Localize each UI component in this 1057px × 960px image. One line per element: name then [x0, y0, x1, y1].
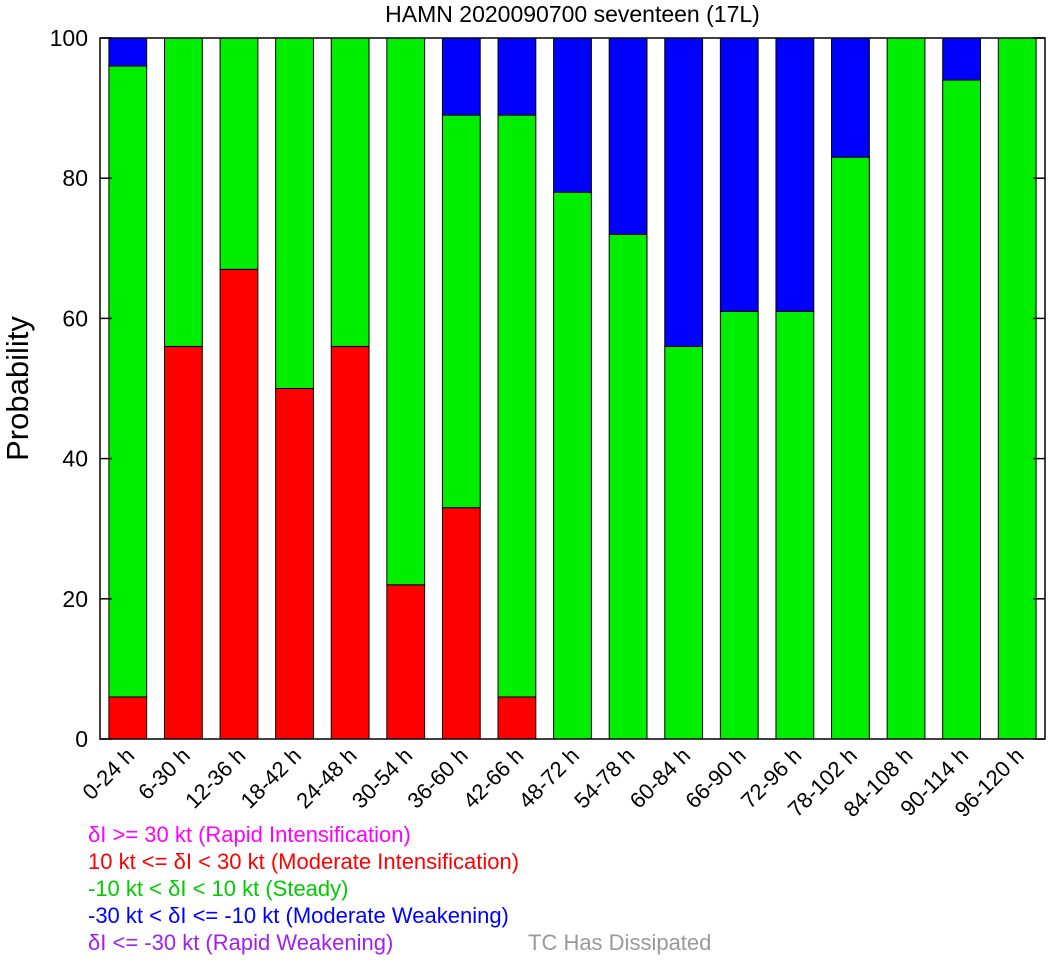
bar-steady-13: [831, 156, 870, 740]
y-tick-label: 20: [62, 586, 88, 612]
y-tick-label: 80: [62, 165, 88, 191]
bar-moderate_intensification-5: [386, 584, 426, 740]
y-tick-label: 100: [50, 25, 88, 51]
bar-moderate_weakening-6: [441, 37, 481, 116]
bar-moderate_intensification-1: [163, 345, 203, 740]
bar-moderate_intensification-6: [441, 507, 481, 740]
bar-steady-0: [108, 65, 148, 698]
bar-steady-7: [497, 114, 537, 698]
bar-moderate_intensification-4: [330, 345, 370, 740]
bar-moderate_weakening-12: [775, 37, 815, 312]
legend-moderate-weakening: -30 kt < δI <= -10 kt (Moderate Weakenin…: [88, 903, 509, 928]
bar-steady-16: [997, 37, 1037, 740]
y-tick-label: 0: [75, 726, 88, 752]
x-tick-label: 24-48 h: [291, 743, 361, 813]
bar-steady-12: [775, 310, 815, 740]
x-tick-label: 18-42 h: [236, 743, 306, 813]
y-tick-label: 60: [62, 305, 88, 331]
bar-moderate_weakening-9: [608, 37, 648, 235]
x-tick-label: 36-60 h: [402, 743, 472, 813]
bar-moderate_weakening-15: [942, 37, 982, 81]
bar-moderate_weakening-7: [497, 37, 537, 116]
bar-moderate_weakening-11: [719, 37, 759, 312]
x-tick-label: 0-24 h: [78, 743, 140, 805]
legend-rapid-intensification: δI >= 30 kt (Rapid Intensification): [88, 822, 411, 847]
bar-moderate_intensification-7: [497, 696, 537, 740]
bar-steady-3: [275, 37, 314, 389]
bar-steady-6: [441, 114, 481, 509]
plot-frame: [99, 37, 1046, 740]
x-tick-label: 30-54 h: [347, 743, 417, 813]
x-tick-label: 66-90 h: [680, 743, 750, 813]
x-tick-label: 42-66 h: [458, 743, 528, 813]
x-tick-label: 12-36 h: [180, 743, 250, 813]
dissipated-note: TC Has Dissipated: [528, 930, 712, 955]
bar-steady-15: [942, 79, 982, 740]
bar-steady-14: [886, 37, 926, 740]
bar-moderate_intensification-0: [108, 696, 148, 740]
bar-moderate_intensification-2: [219, 268, 259, 740]
bar-steady-4: [330, 37, 370, 347]
x-tick-label: 54-78 h: [569, 743, 639, 813]
bar-steady-8: [553, 191, 592, 740]
bar-moderate_weakening-10: [664, 37, 704, 347]
bar-steady-9: [608, 233, 648, 740]
legend-rapid-weakening: δI <= -30 kt (Rapid Weakening): [88, 930, 394, 955]
chart-title: HAMN 2020090700 seventeen (17L): [385, 1, 760, 27]
bar-moderate_intensification-3: [275, 388, 314, 740]
x-tick-label: 60-84 h: [625, 743, 695, 813]
bar-steady-2: [219, 37, 259, 270]
legend-steady: -10 kt < δI < 10 kt (Steady): [88, 876, 349, 901]
x-tick-label: 48-72 h: [514, 743, 584, 813]
bar-steady-11: [719, 310, 759, 740]
legend-moderate-intensification: 10 kt <= δI < 30 kt (Moderate Intensific…: [88, 849, 520, 874]
bar-steady-5: [386, 37, 426, 586]
bar-moderate_weakening-13: [831, 37, 870, 158]
y-axis-label: Probability: [0, 316, 35, 461]
bar-moderate_weakening-0: [108, 37, 148, 67]
y-tick-label: 40: [62, 446, 88, 472]
bar-steady-10: [664, 345, 704, 740]
bar-steady-1: [163, 37, 203, 347]
bar-moderate_weakening-8: [553, 37, 592, 193]
